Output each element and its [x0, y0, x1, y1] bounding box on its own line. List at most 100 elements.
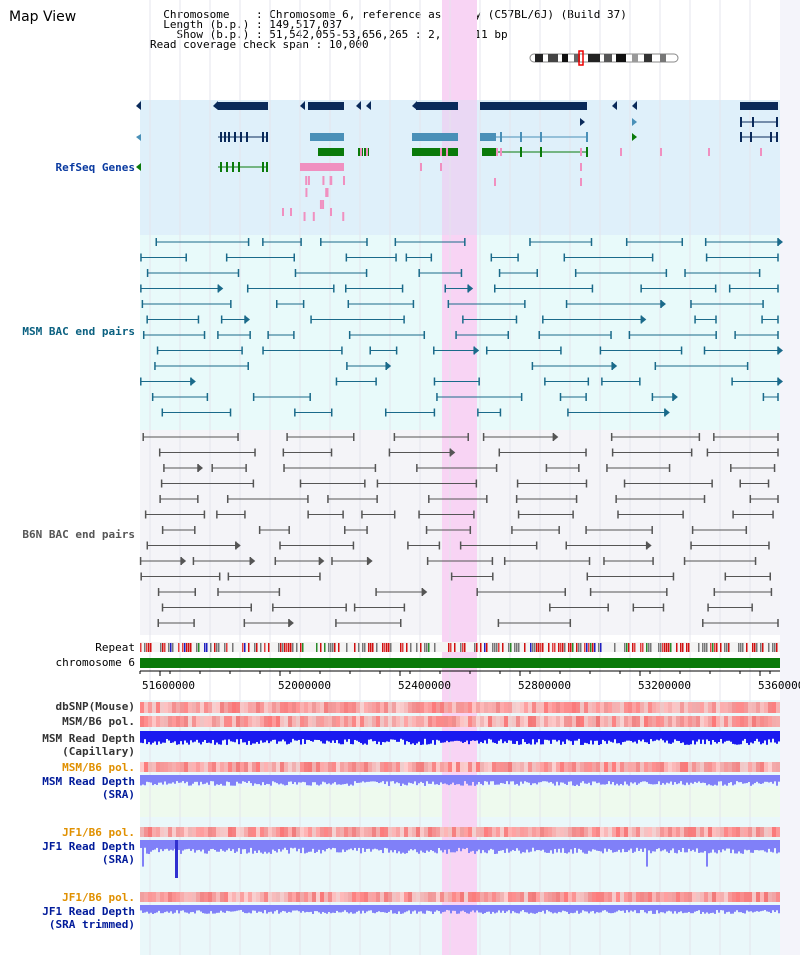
msm-pol-heat	[464, 716, 468, 727]
jf1-depth-sra-bar	[616, 840, 618, 852]
dbsnp-heat	[736, 702, 740, 713]
jf1-depth-sra-bar	[394, 840, 396, 851]
msm-depth-sra-bar	[392, 775, 394, 782]
msm-depth-sra-bar	[482, 775, 484, 786]
dbsnp-heat	[500, 702, 504, 713]
msm-depth-sra-bar	[150, 775, 152, 783]
msm-depth-sra-bar	[304, 775, 306, 783]
dbsnp-heat	[184, 702, 188, 713]
jf1-depth-trim-bar	[716, 905, 718, 911]
msm-depth-sra-bar	[564, 775, 566, 784]
msm-pol2-heat	[528, 762, 532, 772]
jf1-depth-trim-bar	[772, 905, 774, 911]
b6n-bac-arrow	[197, 464, 203, 472]
repeat-element	[632, 643, 634, 652]
msm-depth-cap-bar	[214, 731, 216, 745]
jf1-pol-heat	[552, 827, 556, 837]
length-label: Length (b.p.)	[163, 18, 250, 31]
msm-depth-sra-bar	[280, 775, 282, 784]
jf1-pol2-heat	[548, 892, 552, 902]
msm-depth-sra-bar	[258, 775, 260, 785]
jf1-depth-trim-bar	[316, 905, 318, 912]
dbsnp-heat	[256, 702, 260, 713]
jf1-depth-trim-bar	[224, 905, 226, 913]
dbsnp-heat	[212, 702, 216, 713]
msm-depth-cap-bar	[734, 731, 736, 745]
msm-pol2-heat	[604, 762, 608, 772]
msm-depth-sra-bar	[646, 775, 648, 783]
msm-pol-heat	[332, 716, 336, 727]
jf1-depth-trim-bar	[450, 905, 452, 914]
msm-pol2-heat	[428, 762, 432, 772]
jf1-depth-trim-bar	[746, 905, 748, 911]
jf1-depth-sra-bar	[672, 840, 674, 849]
jf1-pol2-heat	[332, 892, 336, 902]
msm-pol-heat	[744, 716, 748, 727]
msm-depth-cap-bar	[348, 731, 350, 740]
jf1-pol-heat	[416, 827, 420, 837]
jf1-depth-trim-bar	[760, 905, 762, 912]
jf1-depth-trim-bar	[682, 905, 684, 914]
msm-depth-sra-bar	[336, 775, 338, 785]
repeat-element	[164, 643, 166, 652]
jf1-depth-sra-bar	[296, 840, 298, 852]
repeat-element	[660, 643, 662, 652]
msm-depth-cap-bar	[398, 731, 400, 742]
jf1-depth-sra-bar	[544, 840, 546, 853]
msm-depth-sra-bar	[704, 775, 706, 783]
jf1-pol-heat	[716, 827, 720, 837]
jf1-depth-sra-bar	[694, 840, 696, 852]
msm-depth-sra-bar	[434, 775, 436, 785]
msm-depth-cap-bar	[158, 731, 160, 742]
gene-block	[318, 148, 344, 156]
msm-depth-cap-bar	[422, 731, 424, 745]
jf1-depth-sra-bar	[510, 840, 512, 852]
dbsnp-heat	[636, 702, 640, 713]
msm-depth-cap-bar	[296, 731, 298, 741]
msm-pol2-heat	[684, 762, 688, 772]
jf1-pol-heat	[300, 827, 304, 837]
repeat-element	[338, 643, 340, 652]
msm-pol2-heat	[308, 762, 312, 772]
jf1-pol-heat	[268, 827, 272, 837]
msm-pol-heat	[596, 716, 600, 727]
jf1-pol-heat	[384, 827, 388, 837]
jf1-depth-trim-bar	[422, 905, 424, 914]
msm-pol-heat	[492, 716, 496, 727]
msm-pol-heat	[208, 716, 212, 727]
msm-depth-sra-bar	[734, 775, 736, 785]
jf1-depth-trim-bar	[640, 905, 642, 910]
jf1-depth-sra-bar	[542, 840, 544, 850]
dbsnp-heat	[600, 702, 604, 713]
msm-pol-heat	[732, 716, 736, 727]
gene-exon-pink	[580, 148, 582, 156]
msm-pol2-heat	[256, 762, 260, 772]
jf1-depth-sra-bar	[244, 840, 246, 850]
repeat-element	[594, 643, 596, 652]
repeat-element	[524, 643, 526, 652]
jf1-depth-sra-bar	[540, 840, 542, 851]
jf1-depth-sra-bar	[424, 840, 426, 853]
jf1-depth-sra-bar	[696, 840, 698, 849]
jf1-pol-heat	[548, 827, 552, 837]
msm-pol-heat	[360, 716, 364, 727]
dbsnp-heat	[596, 702, 600, 713]
jf1-depth-sra-bar	[576, 840, 578, 853]
jf1-depth-trim-bar	[748, 905, 750, 912]
msm-depth-sra-bar	[388, 775, 390, 786]
msm-depth-sra-bar	[194, 775, 196, 782]
msm-depth-cap-bar	[590, 731, 592, 741]
jf1-depth-sra-bar	[720, 840, 722, 853]
dbsnp-heat	[140, 702, 144, 713]
msm-depth-cap-bar	[488, 731, 490, 739]
msm-depth-sra-bar	[296, 775, 298, 785]
jf1-pol2-heat	[772, 892, 776, 902]
msm-depth-cap-bar	[372, 731, 374, 742]
gene-exon-pink	[446, 148, 448, 156]
jf1-depth-sra-bar	[724, 840, 726, 851]
msm-depth-cap-bar	[600, 731, 602, 745]
jf1-depth-sra-bar	[344, 840, 346, 852]
dbsnp-heat	[272, 702, 276, 713]
jf1-depth-spike	[175, 840, 178, 878]
